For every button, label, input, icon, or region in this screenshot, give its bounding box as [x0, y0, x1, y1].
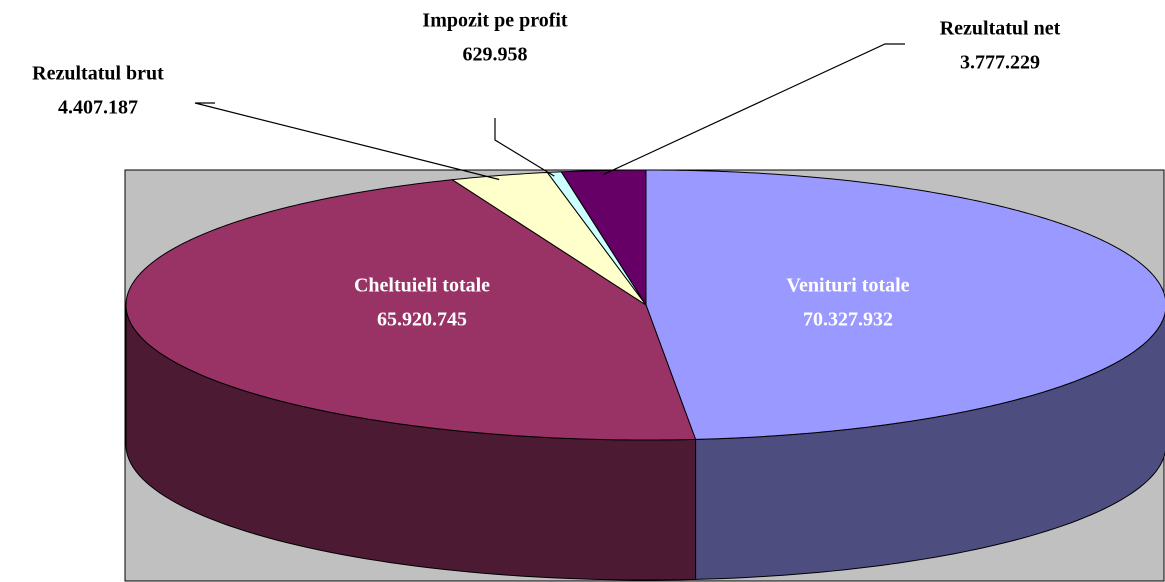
data-label-value: 629.958: [463, 44, 528, 66]
data-label-name: Venituri totale: [786, 275, 909, 297]
leader-line: [603, 43, 905, 175]
leader-line: [494, 118, 555, 177]
data-label-name: Impozit pe profit: [422, 10, 568, 32]
data-label-value: 3.777.229: [960, 52, 1040, 74]
pie-slice: [645, 169, 1165, 440]
data-label-name: Cheltuieli totale: [354, 275, 490, 297]
data-label-name: Rezultatul brut: [32, 63, 164, 85]
pie-slice: [560, 169, 647, 307]
data-label-name: Rezultatul net: [940, 18, 1061, 40]
pie-slice: [450, 171, 647, 306]
leader-line: [194, 102, 500, 181]
data-label-value: 4.407.187: [58, 97, 138, 119]
pie-slice: [125, 179, 697, 441]
data-label-value: 70.327.932: [803, 309, 893, 331]
data-label-value: 65.920.745: [377, 309, 467, 331]
